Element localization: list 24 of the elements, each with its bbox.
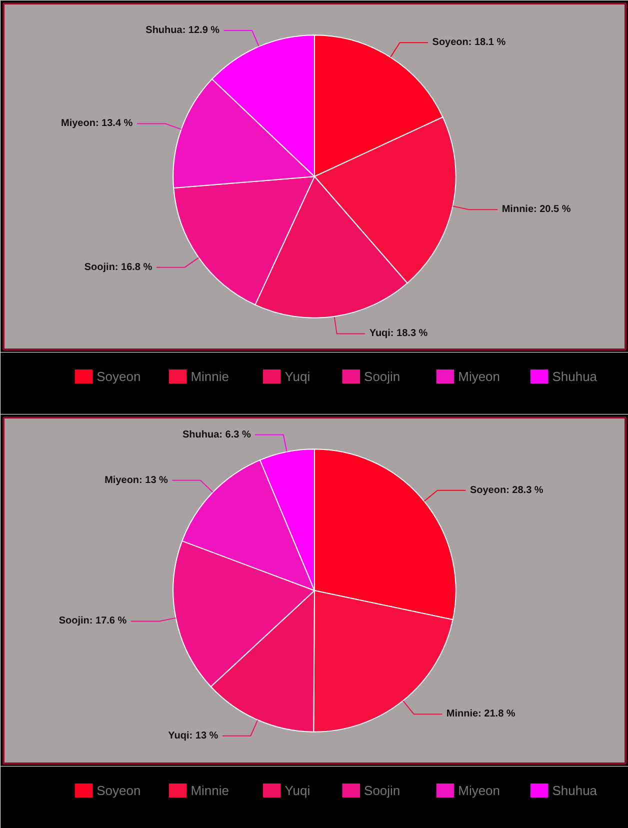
data-label: Shuhua: 6.3 % — [182, 429, 251, 440]
legend-label: Shuhua — [552, 783, 598, 798]
data-label: Yuqi: 13 % — [168, 730, 218, 742]
data-label: Shuhua: 12.9 % — [146, 25, 220, 36]
data-label: Minnie: 21.8 % — [446, 708, 516, 720]
legend-label: Miyeon — [458, 369, 500, 384]
legend-label: Minnie — [190, 369, 229, 384]
legend-label: Yuqi — [284, 369, 310, 384]
data-label: Soojin: 17.6 % — [58, 616, 127, 627]
data-label: Yuqi: 18.3 % — [369, 328, 428, 340]
data-label: Soyeon: 28.3 % — [470, 484, 544, 496]
legend-label: Yuqi — [284, 783, 310, 798]
legend-label: Soojin — [364, 369, 400, 384]
data-label: Soojin: 16.8 % — [84, 262, 152, 273]
legend-label: Shuhua — [552, 369, 598, 384]
data-label: Miyeon: 13 % — [104, 474, 168, 486]
legend-label: Soojin — [364, 783, 400, 798]
data-label: Minnie: 20.5 % — [502, 204, 571, 216]
legend-label: Miyeon — [458, 783, 500, 798]
legend-label: Soyeon — [96, 783, 141, 798]
legend-label: Soyeon — [96, 369, 141, 384]
data-label: Miyeon: 13.4 % — [60, 118, 133, 130]
data-label: Soyeon: 18.1 % — [432, 37, 506, 48]
legend-label: Minnie — [190, 783, 229, 798]
